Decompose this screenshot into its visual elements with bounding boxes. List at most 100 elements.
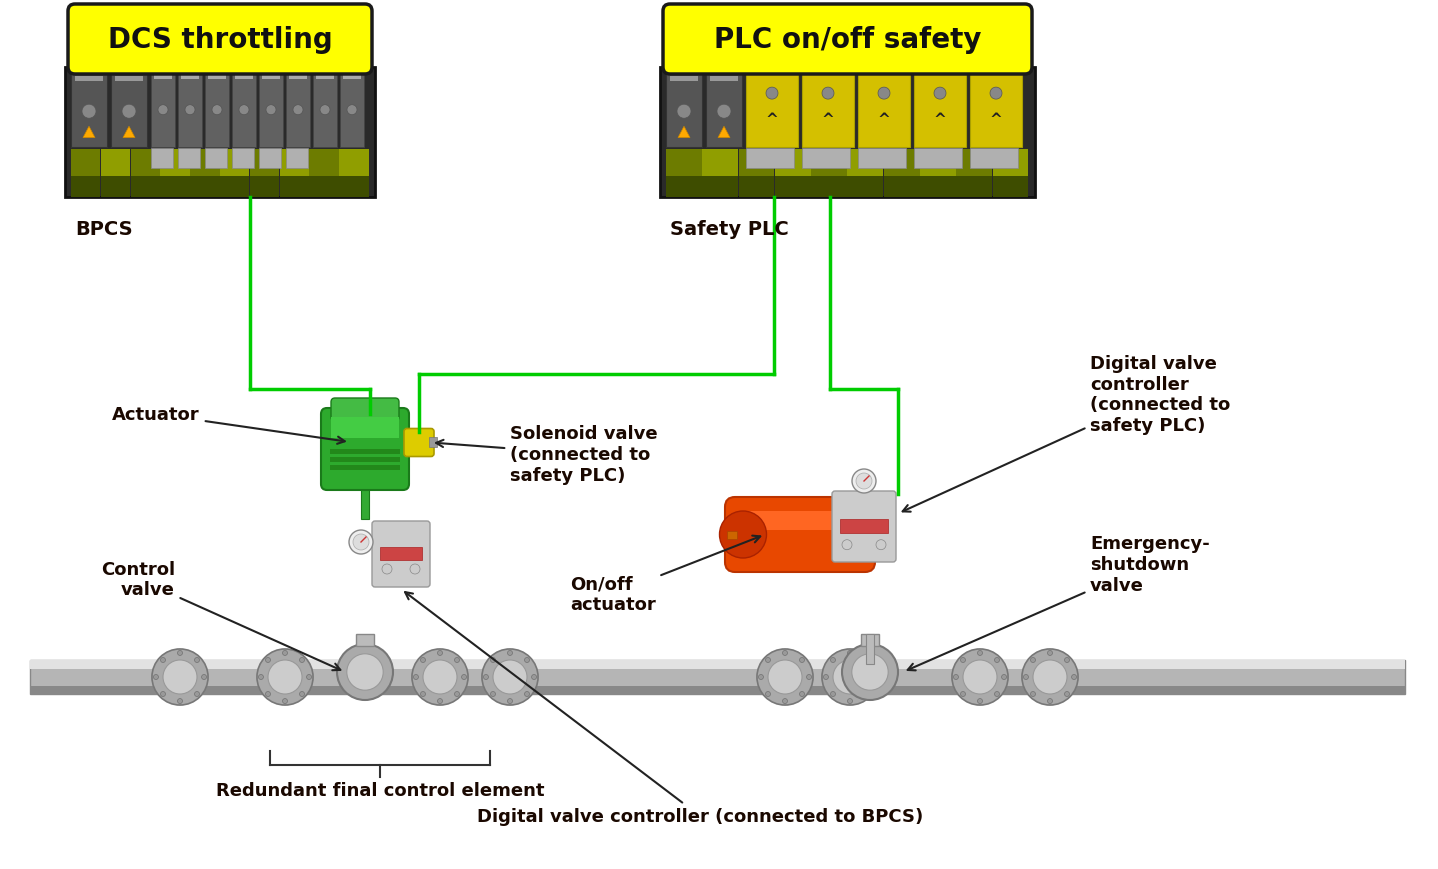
Bar bbox=[154, 76, 173, 80]
Bar bbox=[971, 149, 1018, 169]
FancyBboxPatch shape bbox=[321, 408, 408, 490]
Bar bbox=[361, 469, 370, 520]
Circle shape bbox=[259, 674, 263, 680]
FancyBboxPatch shape bbox=[372, 521, 430, 587]
Bar bbox=[30, 660, 1405, 669]
Bar bbox=[992, 176, 1028, 198]
Circle shape bbox=[847, 699, 853, 704]
Bar bbox=[802, 149, 850, 169]
Bar bbox=[250, 176, 279, 198]
Bar bbox=[161, 150, 190, 176]
Circle shape bbox=[961, 692, 965, 697]
Circle shape bbox=[1047, 699, 1053, 704]
Bar bbox=[920, 176, 956, 198]
Circle shape bbox=[953, 674, 959, 680]
Circle shape bbox=[493, 660, 526, 694]
Circle shape bbox=[437, 699, 443, 704]
Text: ^: ^ bbox=[765, 112, 778, 127]
Circle shape bbox=[299, 658, 305, 663]
Circle shape bbox=[952, 649, 1008, 706]
FancyBboxPatch shape bbox=[663, 5, 1032, 75]
Circle shape bbox=[336, 644, 393, 700]
Text: ^: ^ bbox=[821, 112, 834, 127]
Bar bbox=[70, 150, 101, 176]
Circle shape bbox=[257, 649, 313, 706]
Bar bbox=[920, 150, 956, 176]
Bar bbox=[151, 73, 175, 149]
Circle shape bbox=[347, 654, 383, 690]
Circle shape bbox=[1031, 658, 1035, 663]
Bar bbox=[209, 76, 226, 80]
Circle shape bbox=[266, 692, 270, 697]
Circle shape bbox=[871, 674, 877, 680]
Circle shape bbox=[194, 658, 200, 663]
Bar bbox=[746, 149, 794, 169]
Bar bbox=[858, 149, 906, 169]
Circle shape bbox=[211, 105, 221, 116]
Bar bbox=[666, 176, 702, 198]
Circle shape bbox=[1047, 651, 1053, 656]
Circle shape bbox=[420, 658, 426, 663]
Circle shape bbox=[961, 658, 965, 663]
Circle shape bbox=[423, 660, 457, 694]
Bar bbox=[232, 73, 256, 149]
Text: Solenoid valve
(connected to
safety PLC): Solenoid valve (connected to safety PLC) bbox=[436, 425, 657, 484]
Bar bbox=[666, 150, 702, 176]
Circle shape bbox=[677, 105, 692, 119]
Circle shape bbox=[1031, 692, 1035, 697]
Circle shape bbox=[161, 658, 165, 663]
Bar bbox=[840, 519, 889, 534]
Text: ^: ^ bbox=[989, 112, 1002, 127]
Circle shape bbox=[410, 564, 420, 574]
Circle shape bbox=[782, 699, 788, 704]
Bar bbox=[915, 149, 962, 169]
Circle shape bbox=[282, 699, 288, 704]
Circle shape bbox=[299, 692, 305, 697]
Bar bbox=[234, 76, 253, 80]
Bar bbox=[339, 73, 364, 149]
Bar bbox=[75, 77, 104, 82]
Bar bbox=[161, 176, 190, 198]
Circle shape bbox=[454, 658, 460, 663]
Bar bbox=[847, 150, 883, 176]
Bar bbox=[131, 150, 160, 176]
Bar bbox=[746, 73, 798, 149]
Circle shape bbox=[161, 692, 165, 697]
Circle shape bbox=[177, 699, 183, 704]
Bar bbox=[956, 176, 992, 198]
Bar bbox=[30, 687, 1405, 694]
Bar bbox=[190, 176, 220, 198]
Polygon shape bbox=[124, 127, 135, 138]
Circle shape bbox=[963, 660, 997, 694]
Bar bbox=[313, 73, 336, 149]
Circle shape bbox=[1071, 674, 1077, 680]
Circle shape bbox=[194, 692, 200, 697]
Bar bbox=[30, 660, 1405, 694]
Bar bbox=[847, 176, 883, 198]
Circle shape bbox=[186, 105, 196, 116]
Bar bbox=[739, 150, 775, 176]
Bar bbox=[344, 76, 361, 80]
Circle shape bbox=[765, 658, 771, 663]
Bar bbox=[811, 176, 847, 198]
Text: Actuator: Actuator bbox=[112, 406, 345, 444]
Circle shape bbox=[352, 534, 370, 550]
Bar bbox=[380, 547, 421, 561]
Circle shape bbox=[800, 658, 804, 663]
Bar bbox=[309, 150, 339, 176]
Bar bbox=[884, 176, 919, 198]
Circle shape bbox=[508, 651, 512, 656]
FancyBboxPatch shape bbox=[68, 5, 372, 75]
Bar bbox=[329, 449, 400, 454]
Text: Emergency-
shutdown
valve: Emergency- shutdown valve bbox=[907, 534, 1209, 671]
Text: BPCS: BPCS bbox=[75, 220, 132, 239]
FancyBboxPatch shape bbox=[725, 497, 874, 573]
Circle shape bbox=[266, 658, 270, 663]
Circle shape bbox=[239, 105, 249, 116]
Bar bbox=[262, 76, 280, 80]
Circle shape bbox=[758, 674, 764, 680]
Circle shape bbox=[719, 512, 766, 559]
Circle shape bbox=[807, 674, 811, 680]
Bar bbox=[915, 73, 966, 149]
Bar bbox=[111, 73, 147, 149]
